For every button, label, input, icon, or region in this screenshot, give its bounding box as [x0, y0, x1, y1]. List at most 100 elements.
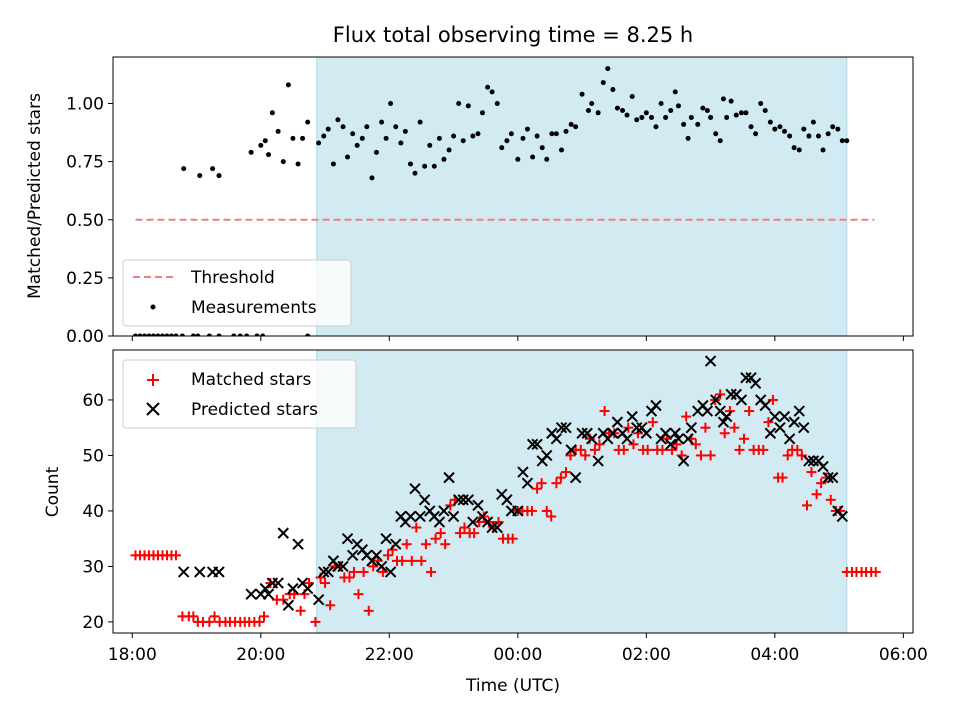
measurement-point: [164, 333, 170, 336]
predicted-point: [569, 471, 582, 484]
matched-point: [806, 467, 817, 478]
predicted-point: [740, 372, 752, 384]
legend-measurements-marker: [150, 304, 156, 310]
measurement-point: [460, 138, 466, 144]
predicted-point: [472, 499, 484, 512]
predicted-point: [669, 427, 681, 439]
measurement-point: [653, 124, 659, 130]
measurement-point: [504, 138, 510, 144]
predicted-point: [433, 516, 446, 528]
measurement-point: [629, 94, 635, 100]
measurement-point: [305, 333, 311, 336]
predicted-point: [418, 494, 431, 506]
top-panel: 0.00 0.25 0.50 0.75 1.00 Matched/Predicted s…: [25, 56, 914, 347]
measurement-point: [393, 124, 399, 130]
top-y-tick-label: 0.75: [66, 153, 104, 173]
measurement-point: [141, 333, 147, 336]
measurement-point: [508, 131, 514, 137]
measurement-point: [132, 333, 138, 336]
bottom-legend-box: [122, 359, 357, 429]
matched-point: [801, 500, 812, 511]
measurement-point: [801, 126, 807, 132]
predicted-point: [621, 433, 633, 445]
measurement-point: [544, 156, 550, 162]
predicted-point: [798, 421, 810, 434]
bottom-y-tick-label: 60: [82, 391, 104, 411]
measurement-point: [350, 131, 356, 137]
predicted-point: [390, 538, 402, 550]
matched-point: [642, 444, 653, 455]
matched-point: [320, 578, 331, 589]
measurement-point: [624, 112, 630, 118]
predicted-point: [788, 416, 800, 428]
measurement-point: [816, 133, 822, 139]
top-y-tick-label: 0.50: [66, 211, 104, 231]
bottom-y-tick-label: 50: [82, 446, 104, 466]
matched-point: [278, 594, 289, 605]
top-panel-frame: [112, 56, 914, 337]
measurement-point: [216, 333, 222, 336]
predicted-point: [682, 433, 694, 445]
matched-point: [589, 444, 600, 455]
matched-point: [618, 444, 629, 455]
predicted-point: [665, 438, 677, 451]
matched-point: [406, 555, 417, 566]
measurement-point: [620, 107, 626, 113]
predicted-point: [282, 599, 295, 611]
matched-point: [344, 572, 355, 583]
measurement-point: [549, 131, 555, 137]
measurement-point: [402, 128, 408, 134]
predicted-point: [245, 588, 257, 600]
predicted-point: [177, 566, 190, 578]
matched-point: [507, 533, 518, 544]
matched-point: [575, 444, 586, 455]
matched-point: [435, 528, 446, 539]
predicted-point: [783, 433, 796, 445]
predicted-point: [409, 483, 421, 495]
predicted-point: [836, 510, 849, 523]
measurement-point: [713, 131, 719, 137]
bottom-y-tick-label: 20: [82, 613, 104, 633]
measurement-point: [688, 114, 694, 120]
predicted-point: [346, 549, 359, 562]
predicted-point: [803, 455, 815, 467]
measurement-point: [724, 114, 730, 120]
measurement-point: [325, 126, 331, 132]
top-legend-box: [122, 259, 352, 327]
measurement-point: [266, 152, 272, 158]
measurement-point: [330, 161, 336, 167]
measurement-point: [663, 114, 669, 120]
measurement-point: [700, 105, 706, 111]
top-shaded-span: [316, 57, 847, 336]
predicted-point: [826, 471, 839, 484]
matched-point: [870, 566, 881, 577]
matched-point: [744, 406, 755, 417]
matched-point: [420, 539, 431, 550]
measurement-point: [762, 107, 768, 113]
predicted-point: [650, 399, 662, 412]
measurement-point: [520, 135, 526, 141]
predicted-point: [467, 516, 479, 528]
predicted-point: [194, 566, 206, 578]
measurement-point: [441, 156, 447, 162]
top-y-tick-label: 0.25: [66, 269, 104, 289]
predicted-point: [626, 410, 638, 423]
bottom-panel: 20 30 40 50 60 18:00 20:00 22:00 00:00 02:00 04:00…: [43, 349, 928, 665]
matched-point: [657, 444, 668, 455]
matched-point: [816, 478, 827, 489]
measurement-point: [295, 161, 301, 167]
measurement-point: [248, 149, 254, 155]
matched-point: [411, 522, 422, 533]
matched-point: [209, 611, 220, 622]
measurement-point: [285, 82, 291, 88]
measurement-point: [244, 333, 250, 336]
predicted-point: [793, 405, 805, 417]
predicted-point: [807, 455, 820, 467]
predicted-point: [337, 560, 349, 573]
x-tick-label: 22:00: [365, 645, 414, 665]
predicted-point: [438, 505, 450, 517]
measurement-point: [639, 114, 645, 120]
predicted-point: [491, 521, 503, 534]
figure-title: Flux total observing time = 8.25 h: [333, 23, 693, 47]
